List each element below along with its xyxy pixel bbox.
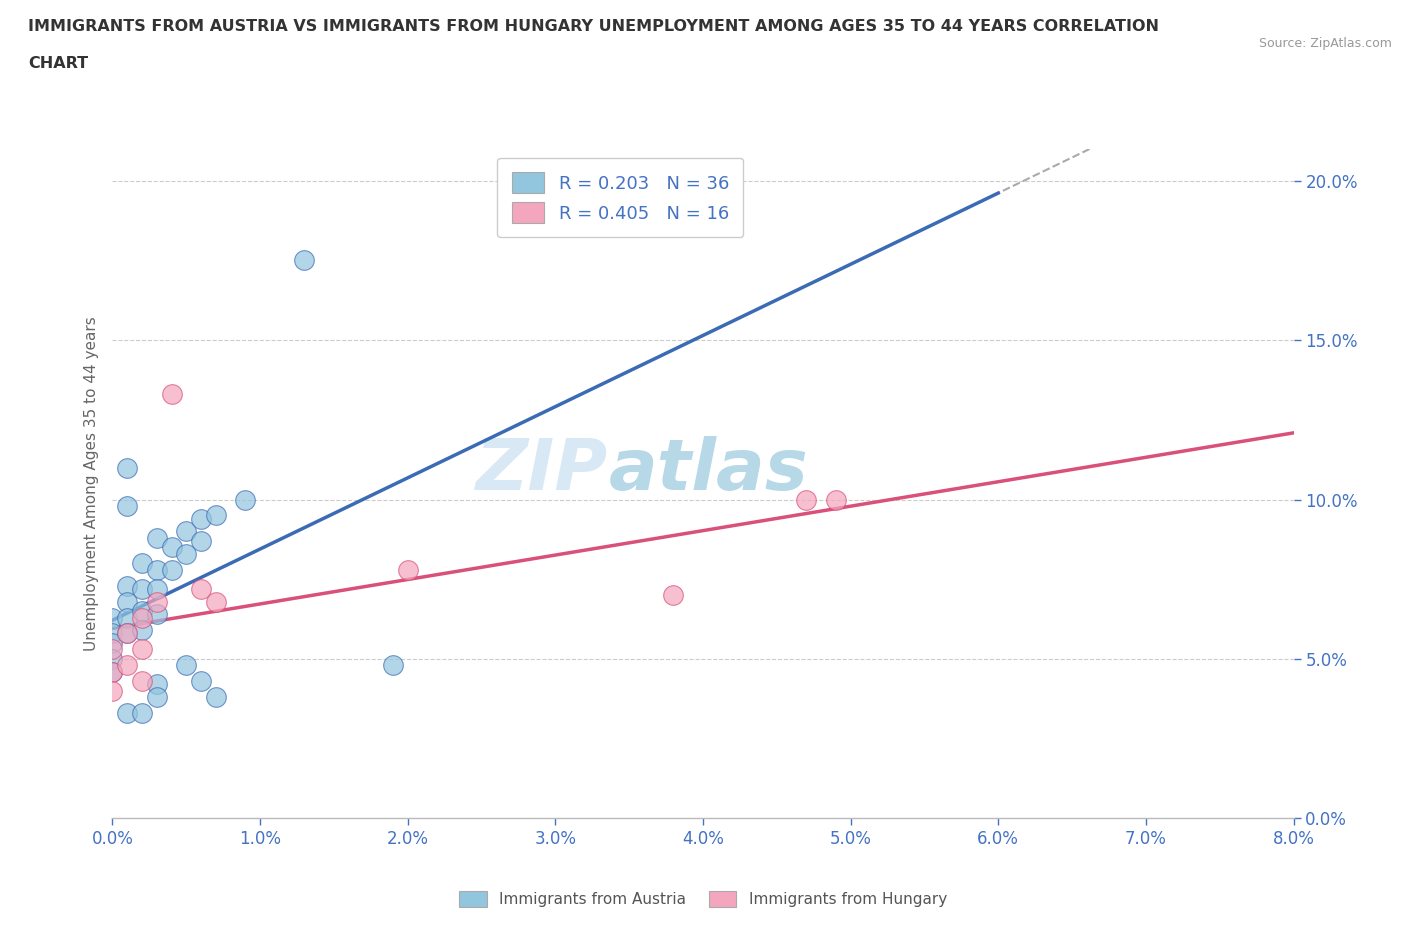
Point	[160, 563, 183, 578]
Point	[146, 581, 169, 596]
Point	[117, 578, 138, 593]
Point	[146, 607, 169, 622]
Point	[174, 524, 197, 538]
Legend: Immigrants from Austria, Immigrants from Hungary: Immigrants from Austria, Immigrants from…	[453, 884, 953, 913]
Point	[396, 563, 419, 578]
Point	[292, 253, 315, 268]
Point	[131, 581, 153, 596]
Point	[190, 674, 212, 689]
Text: CHART: CHART	[28, 56, 89, 71]
Point	[117, 626, 138, 641]
Point	[160, 540, 183, 555]
Point	[824, 492, 846, 507]
Point	[101, 664, 124, 679]
Point	[131, 556, 153, 571]
Point	[205, 690, 228, 705]
Point	[117, 498, 138, 513]
Point	[205, 594, 228, 609]
Y-axis label: Unemployment Among Ages 35 to 44 years: Unemployment Among Ages 35 to 44 years	[83, 316, 98, 651]
Point	[101, 684, 124, 698]
Point	[146, 530, 169, 545]
Point	[101, 642, 124, 657]
Point	[190, 534, 212, 549]
Point	[146, 563, 169, 578]
Point	[190, 581, 212, 596]
Point	[796, 492, 818, 507]
Point	[117, 460, 138, 475]
Point	[117, 594, 138, 609]
Point	[146, 677, 169, 692]
Point	[233, 492, 256, 507]
Point	[662, 588, 685, 603]
Point	[101, 652, 124, 667]
Point	[131, 623, 153, 638]
Point	[131, 610, 153, 625]
Point	[117, 706, 138, 721]
Point	[101, 610, 124, 625]
Point	[131, 642, 153, 657]
Point	[117, 610, 138, 625]
Point	[117, 626, 138, 641]
Legend: R = 0.203   N = 36, R = 0.405   N = 16: R = 0.203 N = 36, R = 0.405 N = 16	[498, 158, 744, 237]
Point	[146, 594, 169, 609]
Point	[131, 604, 153, 618]
Point	[131, 674, 153, 689]
Point	[101, 635, 124, 650]
Point	[205, 508, 228, 523]
Point	[190, 512, 212, 526]
Text: Source: ZipAtlas.com: Source: ZipAtlas.com	[1258, 37, 1392, 50]
Point	[146, 690, 169, 705]
Point	[101, 626, 124, 641]
Point	[382, 658, 405, 672]
Point	[174, 546, 197, 561]
Text: IMMIGRANTS FROM AUSTRIA VS IMMIGRANTS FROM HUNGARY UNEMPLOYMENT AMONG AGES 35 TO: IMMIGRANTS FROM AUSTRIA VS IMMIGRANTS FR…	[28, 19, 1159, 33]
Point	[101, 664, 124, 679]
Point	[174, 658, 197, 672]
Text: ZIP: ZIP	[477, 436, 609, 505]
Text: atlas: atlas	[609, 436, 808, 505]
Point	[131, 706, 153, 721]
Point	[117, 658, 138, 672]
Point	[160, 387, 183, 402]
